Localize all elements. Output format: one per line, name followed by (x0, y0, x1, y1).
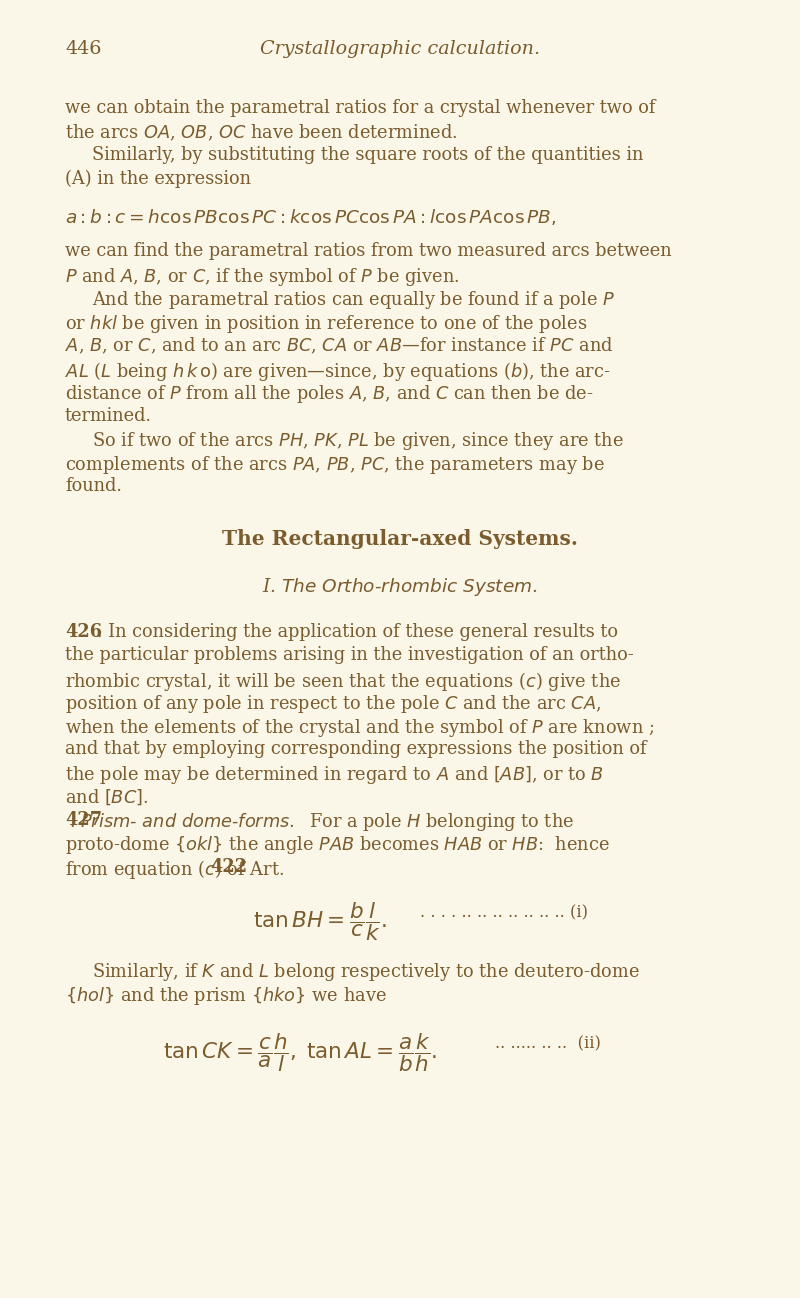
Text: The Rectangular-axed Systems.: The Rectangular-axed Systems. (222, 528, 578, 549)
Text: $\{hol\}$ and the prism $\{hko\}$ we have: $\{hol\}$ and the prism $\{hko\}$ we hav… (65, 985, 386, 1007)
Text: $\tan \mathit{CK} = \dfrac{c}{a}\dfrac{h}{l},\;\tan \mathit{AL} = \dfrac{a}{b}\d: $\tan \mathit{CK} = \dfrac{c}{a}\dfrac{h… (163, 1032, 437, 1075)
Text: So if two of the arcs $\mathit{PH}$, $\mathit{PK}$, $\mathit{PL}$ be given, sinc: So if two of the arcs $\mathit{PH}$, $\m… (92, 430, 624, 452)
Text: the arcs $\mathit{OA}$, $\mathit{OB}$, $\mathit{OC}$ have been determined.: the arcs $\mathit{OA}$, $\mathit{OB}$, $… (65, 122, 458, 143)
Text: $\mathit{AL}$ ($\mathit{L}$ being $h\,k\,\mathrm{o}$) are given—since, by equati: $\mathit{AL}$ ($\mathit{L}$ being $h\,k\… (65, 360, 610, 383)
Text: 422: 422 (210, 858, 247, 876)
Text: And the parametral ratios can equally be found if a pole $\mathit{P}$: And the parametral ratios can equally be… (92, 289, 615, 312)
Text: complements of the arcs $\mathit{PA}$, $\mathit{PB}$, $\mathit{PC}$, the paramet: complements of the arcs $\mathit{PA}$, $… (65, 453, 605, 475)
Text: .. ..... .. ..  (ii): .. ..... .. .. (ii) (495, 1036, 601, 1053)
Text: from equation ($c$) of Art.: from equation ($c$) of Art. (65, 858, 286, 881)
Text: $a:b:c = h\cos\mathit{PB}\cos\mathit{PC}:k\cos\mathit{PC}\cos\mathit{PA}:l\cos\m: $a:b:c = h\cos\mathit{PB}\cos\mathit{PC}… (65, 206, 557, 227)
Text: when the elements of the crystal and the symbol of $\mathit{P}$ are known ;: when the elements of the crystal and the… (65, 716, 654, 739)
Text: proto-dome $\{okl\}$ the angle $\mathit{PAB}$ becomes $\mathit{HAB}$ or $\mathit: proto-dome $\{okl\}$ the angle $\mathit{… (65, 835, 610, 857)
Text: position of any pole in respect to the pole $\mathit{C}$ and the arc $\mathit{CA: position of any pole in respect to the p… (65, 693, 601, 715)
Text: we can obtain the parametral ratios for a crystal whenever two of: we can obtain the parametral ratios for … (65, 99, 655, 117)
Text: distance of $\mathit{P}$ from all the poles $\mathit{A}$, $\mathit{B}$, and $\ma: distance of $\mathit{P}$ from all the po… (65, 383, 594, 405)
Text: Crystallographic calculation.: Crystallographic calculation. (260, 40, 540, 58)
Text: $\mathit{P}$ and $\mathit{A}$, $\mathit{B}$, or $\mathit{C}$, if the symbol of $: $\mathit{P}$ and $\mathit{A}$, $\mathit{… (65, 266, 459, 288)
Text: I. $\mathit{The\ Ortho\text{-}rhombic\ System}$.: I. $\mathit{The\ Ortho\text{-}rhombic\ S… (262, 576, 538, 598)
Text: Similarly, by substituting the square roots of the quantities in: Similarly, by substituting the square ro… (92, 145, 643, 164)
Text: and $[\mathit{BC}]$.: and $[\mathit{BC}]$. (65, 788, 148, 807)
Text: we can find the parametral ratios from two measured arcs between: we can find the parametral ratios from t… (65, 243, 672, 260)
Text: Similarly, if $\mathit{K}$ and $\mathit{L}$ belong respectively to the deutero-d: Similarly, if $\mathit{K}$ and $\mathit{… (92, 962, 640, 983)
Text: termined.: termined. (65, 406, 152, 424)
Text: $\mathit{A}$, $\mathit{B}$, or $\mathit{C}$, and to an arc $\mathit{BC}$, $\math: $\mathit{A}$, $\mathit{B}$, or $\mathit{… (65, 336, 614, 357)
Text: (A) in the expression: (A) in the expression (65, 169, 251, 187)
Text: 427: 427 (65, 811, 102, 829)
Text: 426: 426 (65, 623, 102, 641)
Text: the pole may be determined in regard to $\mathit{A}$ and $[\mathit{AB}]$, or to : the pole may be determined in regard to … (65, 763, 604, 785)
Text: $\tan \mathit{BH} = \dfrac{b}{c}\dfrac{l}{k}.$: $\tan \mathit{BH} = \dfrac{b}{c}\dfrac{l… (253, 900, 387, 942)
Text: . In considering the application of these general results to: . In considering the application of thes… (97, 623, 618, 641)
Text: 446: 446 (65, 40, 102, 58)
Text: or $\mathit{hkl}$ be given in position in reference to one of the poles: or $\mathit{hkl}$ be given in position i… (65, 313, 587, 335)
Text: rhombic crystal, it will be seen that the equations ($c$) give the: rhombic crystal, it will be seen that th… (65, 670, 621, 693)
Text: and that by employing corresponding expressions the position of: and that by employing corresponding expr… (65, 740, 646, 758)
Text: . . . . .. .. .. .. .. .. .. (i): . . . . .. .. .. .. .. .. .. (i) (420, 905, 588, 922)
Text: the particular problems arising in the investigation of an ortho-: the particular problems arising in the i… (65, 646, 634, 665)
Text: found.: found. (65, 478, 122, 495)
Text: . $\mathit{Prism\text{-}\ and\ dome\text{-}forms.}$  For a pole $\mathit{H}$ bel: . $\mathit{Prism\text{-}\ and\ dome\text… (69, 811, 574, 833)
